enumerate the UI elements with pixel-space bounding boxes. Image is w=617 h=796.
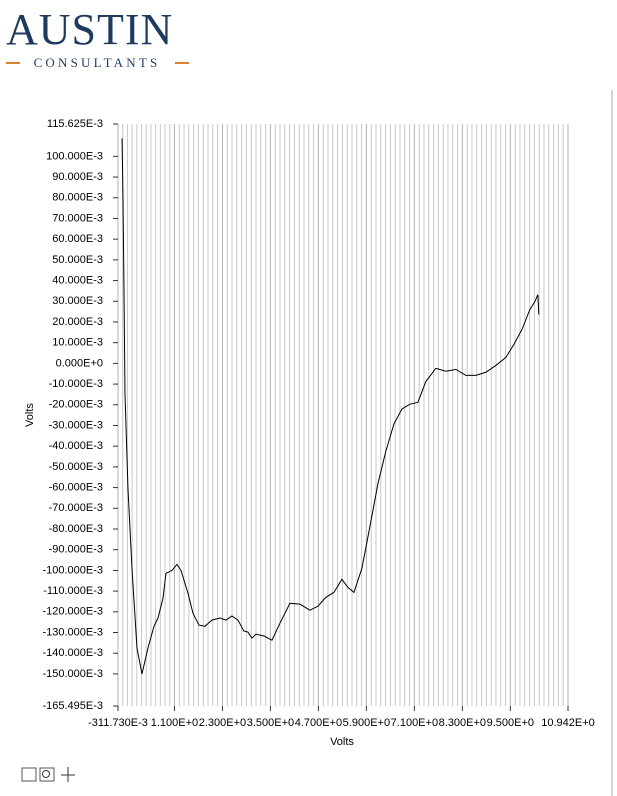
y-tick-label: 40.000E-3	[52, 274, 103, 286]
y-tick-label: -30.000E-3	[49, 419, 103, 431]
data-line	[121, 138, 540, 675]
zoom-tool[interactable]	[39, 767, 55, 782]
y-tick-label: -10.000E-3	[49, 378, 103, 390]
y-tick-label: 90.000E-3	[52, 171, 103, 183]
y-tick-label: -50.000E-3	[49, 461, 103, 473]
y-tick-label: -150.000E-3	[42, 668, 103, 680]
y-tick-label: -140.000E-3	[42, 647, 103, 659]
y-tick-label: 70.000E-3	[52, 212, 103, 224]
y-tick-label: -70.000E-3	[49, 502, 103, 514]
y-tick-label: 60.000E-3	[52, 233, 103, 245]
logo-subtitle: CONSULTANTS	[34, 55, 161, 70]
cursor-tool[interactable]	[61, 767, 75, 782]
x-tick-label: 1.100E+0	[151, 717, 198, 729]
y-tick-label: 20.000E-3	[52, 316, 103, 328]
y-tick-label: 10.000E-3	[52, 337, 103, 349]
x-tick-label: 7.100E+0	[391, 717, 438, 729]
x-tick-label: 2.300E+0	[199, 717, 246, 729]
y-tick-label: -120.000E-3	[42, 606, 103, 618]
y-tick-label: -40.000E-3	[49, 440, 103, 452]
y-tick-label: 115.625E-3	[47, 118, 103, 130]
logo-title: AUSTIN	[6, 5, 173, 54]
x-tick-label: 5.900E+0	[343, 717, 390, 729]
y-tick-label: -165.495E-3	[42, 700, 103, 712]
y-tick-label: 50.000E-3	[52, 254, 103, 266]
y-tick-label: 0.000E+0	[56, 357, 103, 369]
x-tick-label: 4.700E+0	[295, 717, 342, 729]
y-tick-label: 30.000E-3	[52, 295, 103, 307]
y-tick-label: -110.000E-3	[43, 585, 103, 597]
y-tick-label: 80.000E-3	[52, 192, 103, 204]
pan-tool[interactable]	[21, 767, 37, 782]
x-axis-label: Volts	[330, 736, 354, 748]
x-tick-label: 9.500E+0	[487, 717, 534, 729]
x-tick-label: 8.300E+0	[439, 717, 486, 729]
y-tick-label: -90.000E-3	[49, 544, 103, 556]
y-tick-label: -60.000E-3	[49, 482, 103, 494]
x-tick-label: 3.500E+0	[247, 717, 294, 729]
zoom-icon	[42, 770, 50, 778]
y-tick-label: 100.000E-3	[46, 150, 103, 162]
y-tick-label: -80.000E-3	[49, 523, 103, 535]
x-tick-label: -311.730E-3	[88, 717, 148, 729]
x-tick-label: 10.942E+0	[541, 717, 595, 729]
toolbar	[21, 767, 75, 782]
y-tick-label: -100.000E-3	[42, 564, 103, 576]
y-tick-label: -20.000E-3	[49, 399, 103, 411]
y-axis-label: Volts	[24, 403, 36, 427]
y-tick-label: -130.000E-3	[42, 626, 103, 638]
